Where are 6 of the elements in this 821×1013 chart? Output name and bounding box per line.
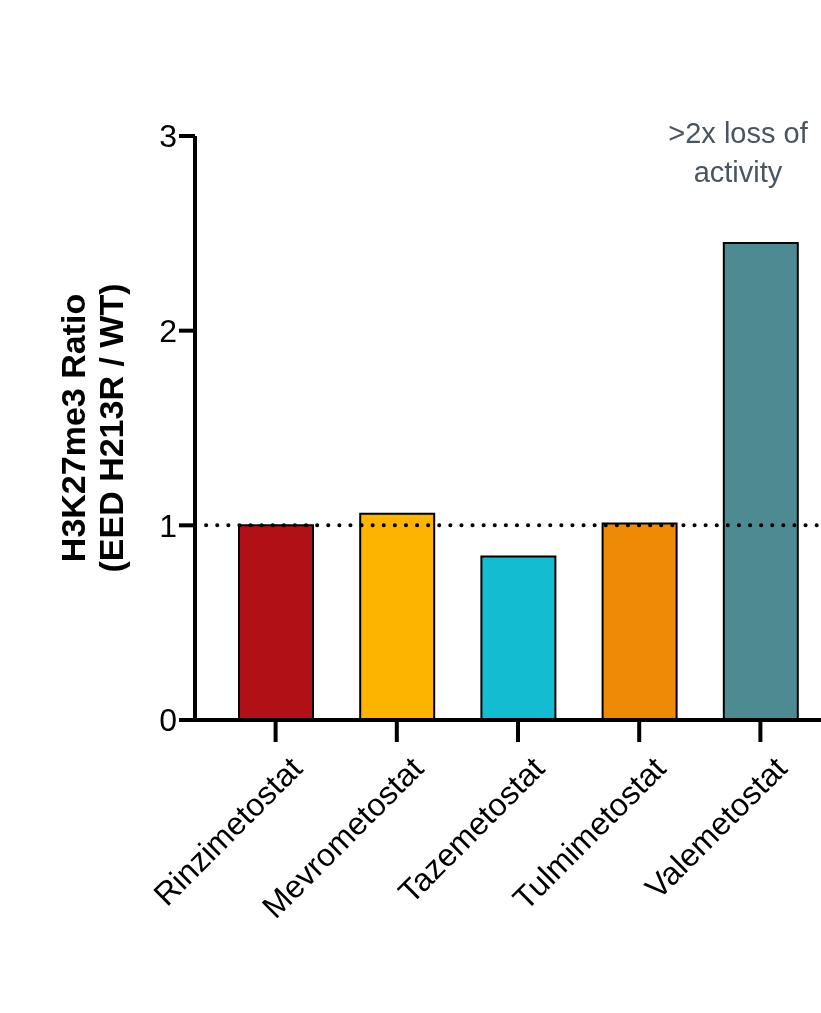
y-tick-label: 1 [159, 507, 177, 544]
y-tick-label: 0 [159, 702, 177, 739]
y-tick-label: 2 [159, 313, 177, 350]
annotation: >2x loss of activity [667, 116, 809, 190]
y-tick-label: 3 [159, 118, 177, 155]
y-axis-title: H3K27me3 Ratio (EED H213R / WT) [54, 283, 130, 573]
